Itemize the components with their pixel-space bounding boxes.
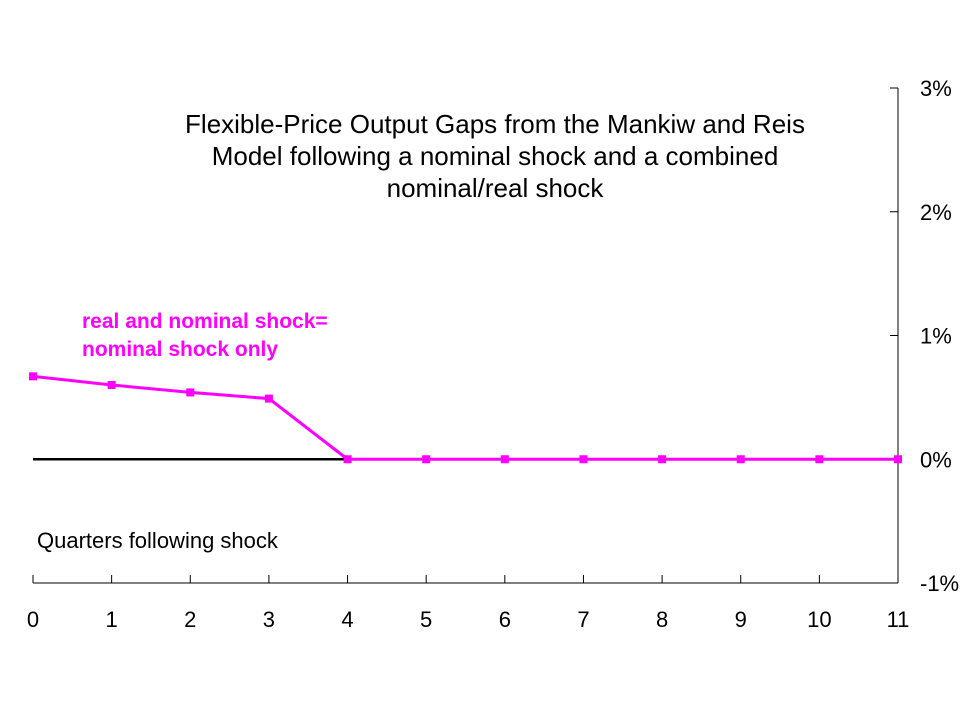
series-line	[32, 374, 898, 461]
y-tick-label: 2%	[920, 200, 952, 225]
data-point-marker	[658, 455, 667, 464]
chart-title: Flexible-Price Output Gaps from the Mank…	[185, 109, 805, 203]
x-tick-label: 1	[106, 607, 118, 632]
data-point-marker	[343, 455, 352, 464]
x-axis-label: Quarters following shock	[37, 528, 278, 553]
x-tick-label: 5	[420, 607, 432, 632]
x-tick-label: 9	[735, 607, 747, 632]
data-point-marker	[500, 455, 509, 464]
x-tick-label: 0	[27, 607, 39, 632]
data-point-marker	[422, 455, 431, 464]
series-layer	[29, 372, 902, 464]
x-tick-label: 10	[807, 607, 831, 632]
data-point-marker	[579, 455, 588, 464]
x-tick-label: 4	[341, 607, 353, 632]
x-tick-label: 6	[499, 607, 511, 632]
x-tick-label: 7	[577, 607, 589, 632]
data-point-marker	[107, 381, 116, 389]
x-tick-label: 3	[263, 607, 275, 632]
legend: real and nominal shock= nominal shock on…	[82, 308, 328, 364]
y-tick-label: -1%	[920, 571, 959, 596]
data-point-marker	[894, 455, 902, 464]
y-tick-label: 0%	[920, 447, 952, 472]
data-point-marker	[736, 455, 745, 464]
data-point-marker	[186, 388, 195, 397]
legend-line-2: nominal shock only	[82, 338, 279, 361]
data-point-marker	[29, 372, 37, 381]
data-point-marker	[815, 455, 824, 464]
y-tick-label: 1%	[920, 324, 952, 349]
y-tick-label: 3%	[920, 76, 952, 101]
data-point-marker	[264, 394, 273, 403]
legend-line-1: real and nominal shock=	[82, 310, 328, 333]
x-tick-label: 2	[184, 607, 196, 632]
x-tick-label: 11	[887, 607, 910, 632]
x-tick-label: 8	[656, 607, 668, 632]
